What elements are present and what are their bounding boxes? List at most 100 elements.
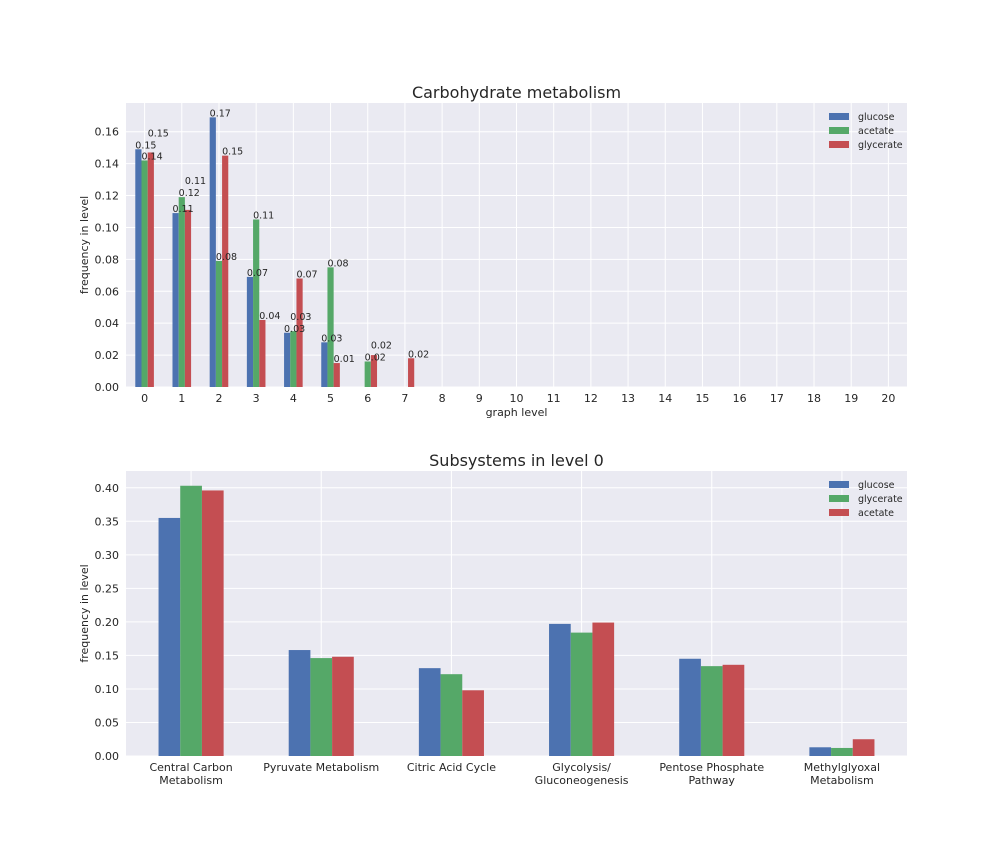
y-axis-label: frequency in level	[78, 564, 91, 662]
x-tick-label-line: Methylglyoxal	[804, 761, 880, 774]
legend-label: glucose	[858, 112, 895, 123]
bar-glycerate-citric-acid-cycle	[440, 674, 463, 756]
bar-value-label: 0.03	[290, 312, 311, 323]
legend-swatch-acetate	[829, 127, 849, 134]
y-tick-label: 0.10	[95, 683, 120, 696]
x-tick-label: 5	[327, 392, 334, 405]
x-tick-label-line: Pentose Phosphate	[659, 761, 764, 774]
x-tick-label-line: Glycolysis/	[552, 761, 611, 774]
bar-glycerate-2	[222, 155, 229, 387]
x-tick-label: Methylglyoxal Metabolism	[804, 761, 880, 787]
x-tick-label-line: Pathway	[689, 774, 736, 787]
legend-swatch-glucose	[829, 113, 849, 120]
bar-value-label: 0.11	[185, 176, 206, 187]
legend: glucose glycerate acetate	[829, 480, 903, 519]
plot-background	[126, 471, 907, 756]
x-tick-label-line: Central Carbon	[149, 761, 232, 774]
bar-acetate-pyruvate-metabolism	[332, 656, 354, 756]
chart-1: 0.000.020.040.060.080.100.120.140.160 1 2 3…	[78, 83, 907, 419]
x-tick-label: 13	[621, 392, 635, 405]
bar-value-label: 0.15	[222, 147, 243, 158]
legend-label: glucose	[858, 480, 895, 491]
bar-glycerate-6	[370, 355, 378, 387]
bar-glycerate-glycolysis-gluconeogenesis	[570, 632, 593, 756]
y-tick-label: 0.08	[95, 253, 120, 266]
bar-glycerate-0	[147, 152, 154, 387]
y-tick-label: 0.10	[95, 221, 120, 234]
y-tick-label: 0.14	[95, 158, 120, 171]
x-tick-label-line: Metabolism	[810, 774, 874, 787]
bar-glycerate-5	[333, 363, 340, 387]
bar-value-label: 0.07	[296, 270, 317, 281]
bar-glucose-5	[321, 342, 328, 387]
x-tick-label: 19	[844, 392, 858, 405]
x-tick-label: 3	[253, 392, 260, 405]
legend: glucose acetate glycerate	[829, 112, 903, 151]
bar-glucose-0	[135, 149, 142, 387]
x-tick-label: 20	[881, 392, 895, 405]
bar-acetate-0	[141, 160, 148, 387]
bar-glucose-methylglyoxal-metabolism	[809, 747, 832, 756]
bar-acetate-6	[364, 361, 371, 387]
bar-glucose-4	[284, 332, 291, 387]
bar-acetate-methylglyoxal-metabolism	[852, 739, 875, 756]
bar-acetate-central-carbon-metabolism	[201, 490, 224, 756]
x-tick-label: 6	[364, 392, 371, 405]
bar-value-label: 0.14	[141, 151, 162, 162]
x-axis-label: graph level	[486, 406, 548, 419]
bar-acetate-citric-acid-cycle	[462, 690, 484, 756]
y-tick-label: 0.40	[95, 482, 120, 495]
bar-glucose-3	[246, 276, 254, 387]
bar-acetate-3	[253, 219, 260, 387]
bar-acetate-5	[327, 267, 334, 387]
x-tick-label: 9	[476, 392, 483, 405]
legend-swatch-glycerate	[829, 141, 849, 148]
y-tick-label: 0.04	[95, 317, 120, 330]
bar-acetate-glycolysis-gluconeogenesis	[592, 622, 615, 756]
chart-2: 0.00 0.05 0.10 0.15 0.20 0.25 0.30 0.35 0.40 Cent…	[78, 451, 907, 787]
y-tick-label: 0.30	[95, 549, 120, 562]
x-tick-label: 14	[658, 392, 672, 405]
x-tick-label: 18	[807, 392, 821, 405]
x-tick-label: Pentose Phosphate Pathway	[659, 761, 764, 787]
bar-glucose-citric-acid-cycle	[418, 668, 441, 756]
y-tick-label: 0.12	[95, 190, 120, 203]
x-tick-label: 12	[584, 392, 598, 405]
bar-glycerate-3	[259, 319, 266, 387]
x-tick-label-line: Metabolism	[159, 774, 223, 787]
bar-value-label: 0.04	[259, 311, 280, 322]
bar-glycerate-1	[184, 209, 192, 387]
bar-glucose-pyruvate-metabolism	[288, 650, 311, 756]
x-tick-label: Citric Acid Cycle	[407, 761, 496, 774]
bar-glycerate-pentose-phosphate-pathway	[700, 666, 723, 756]
y-tick-label: 0.00	[95, 750, 120, 763]
x-tick-label: 10	[510, 392, 524, 405]
bar-value-label: 0.03	[284, 324, 305, 335]
bar-glycerate-central-carbon-metabolism	[180, 485, 202, 756]
bar-glycerate-methylglyoxal-metabolism	[831, 747, 853, 756]
legend-label: glycerate	[858, 494, 903, 505]
bar-value-label: 0.11	[253, 210, 274, 221]
x-tick-label: 0	[141, 392, 148, 405]
y-tick-label: 0.00	[95, 381, 120, 394]
legend-label: acetate	[858, 126, 894, 137]
x-tick-label: 2	[215, 392, 222, 405]
bar-value-label: 0.11	[172, 204, 193, 215]
bar-value-label: 0.12	[179, 188, 200, 199]
x-tick-label-line: Gluconeogenesis	[535, 774, 629, 787]
bar-value-label: 0.15	[148, 128, 169, 139]
y-tick-label: 0.16	[95, 126, 120, 139]
bar-glycerate-4	[296, 278, 303, 387]
bar-glucose-central-carbon-metabolism	[158, 517, 181, 756]
x-tick-label: 1	[178, 392, 185, 405]
chart-title: Subsystems in level 0	[429, 451, 604, 470]
bar-value-label: 0.02	[371, 340, 392, 351]
legend-swatch-glucose	[829, 481, 849, 488]
bar-value-label: 0.02	[408, 349, 429, 360]
bar-value-label: 0.02	[365, 352, 386, 363]
bar-acetate-2	[215, 260, 223, 387]
x-tick-label: 4	[290, 392, 297, 405]
bar-acetate-1	[178, 197, 185, 387]
x-tick-label: Glycolysis/Gluconeogenesis	[535, 761, 629, 787]
